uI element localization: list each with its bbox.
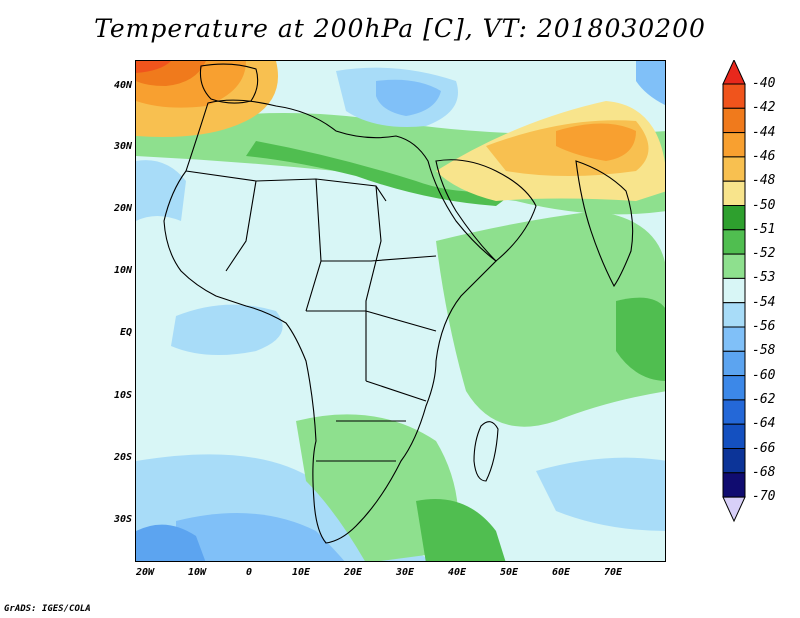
colorbar-swatch xyxy=(722,205,746,231)
lat-label-eq: EQ xyxy=(119,327,132,338)
colorbar-tick-label: -46 xyxy=(752,148,776,164)
map-title: Temperature at 200hPa [C], VT: 201803020… xyxy=(94,14,706,43)
cold-patch-equator xyxy=(171,304,283,355)
colorbar-swatch xyxy=(722,350,746,377)
colorbar-tick-label: -68 xyxy=(752,464,776,480)
cold-ne-corner xyxy=(636,61,665,105)
coastlines xyxy=(163,63,634,544)
africa-coastline xyxy=(163,99,497,544)
lat-label-20s: 20S xyxy=(113,452,132,463)
colorbar-swatch xyxy=(722,132,746,158)
green-dark-se xyxy=(416,499,506,561)
colorbar-tick-label: -60 xyxy=(752,367,776,383)
green-band-north-dark xyxy=(246,141,516,206)
colorbar-swatch xyxy=(722,253,746,279)
colorbar-swatch xyxy=(722,277,746,304)
colorbar-tick-label: -44 xyxy=(752,124,776,140)
iberia-coastline xyxy=(199,63,259,104)
colorbar-tick-label: -54 xyxy=(752,294,776,310)
india-coastline xyxy=(575,160,634,288)
cold-patch-south-deep xyxy=(176,513,345,561)
green-east-africa xyxy=(436,211,665,427)
colorbar-swatch xyxy=(722,399,746,425)
lon-label-10e: 10E xyxy=(291,567,311,578)
lon-label-70e: 70E xyxy=(603,567,623,578)
lon-label-10w: 10W xyxy=(187,567,207,578)
colorbar-arrow-top xyxy=(722,60,746,85)
map-panel xyxy=(135,60,666,562)
colorbar-arrow-bottom xyxy=(722,496,746,523)
cold-patch-se xyxy=(536,457,665,531)
cold-patch-sw xyxy=(136,524,206,561)
colorbar-tick-label: -62 xyxy=(752,391,776,407)
colorbar-swatch xyxy=(722,156,746,182)
colorbar xyxy=(722,60,746,523)
warm-iberia-hottest xyxy=(136,61,171,73)
colorbar-swatch xyxy=(722,472,746,498)
colorbar-tick-label: -70 xyxy=(752,489,776,505)
colorbar-swatch xyxy=(722,448,746,474)
lat-label-30s: 30S xyxy=(113,514,132,525)
arabia-coastline xyxy=(435,159,537,262)
colorbar-tick-label: -56 xyxy=(752,319,776,334)
colorbar-tick-label: -58 xyxy=(752,343,776,359)
warm-arabia-hot xyxy=(556,123,636,161)
green-south-africa xyxy=(296,414,459,561)
colorbar-tick-label: -48 xyxy=(752,173,776,189)
colorbar-tick-label: -53 xyxy=(752,270,776,286)
colorbar-swatch xyxy=(722,423,746,450)
colorbar-tick-label: -50 xyxy=(752,197,776,213)
lon-label-40e: 40E xyxy=(447,567,467,578)
borders xyxy=(185,170,437,462)
lat-label-30n: 30N xyxy=(113,141,132,152)
lat-label-10s: 10S xyxy=(113,390,132,401)
colorbar-swatch xyxy=(722,180,746,206)
temperature-field xyxy=(136,61,665,561)
cold-patch-westafrica xyxy=(136,160,186,221)
colorbar-tick-label: -52 xyxy=(752,246,776,262)
cold-mediterranean-core xyxy=(376,79,441,116)
colorbar-swatch xyxy=(722,229,746,255)
lat-label-40n: 40N xyxy=(113,80,132,91)
madagascar xyxy=(473,421,499,482)
footer-credit: GrADS: IGES/COLA xyxy=(4,604,91,614)
lon-label-20w: 20W xyxy=(135,567,155,578)
colorbar-swatch xyxy=(722,302,746,328)
colorbar-swatch xyxy=(722,326,746,352)
green-dark-east xyxy=(616,297,665,381)
lon-label-60e: 60E xyxy=(551,567,571,578)
lon-label-50e: 50E xyxy=(499,567,519,578)
colorbar-tick-label: -66 xyxy=(752,440,776,456)
lat-label-20n: 20N xyxy=(113,203,132,214)
colorbar-tick-label: -51 xyxy=(752,221,776,237)
colorbar-tick-label: -64 xyxy=(752,416,776,432)
lon-label-20e: 20E xyxy=(343,567,363,578)
colorbar-tick-label: -42 xyxy=(752,100,776,116)
colorbar-tick-label: -40 xyxy=(752,76,776,91)
colorbar-swatch xyxy=(722,83,746,109)
colorbar-swatch xyxy=(722,375,746,401)
colorbar-swatch xyxy=(722,107,746,134)
lat-label-10n: 10N xyxy=(113,265,132,276)
lon-label-0: 0 xyxy=(245,567,253,578)
lon-label-30e: 30E xyxy=(395,567,415,578)
